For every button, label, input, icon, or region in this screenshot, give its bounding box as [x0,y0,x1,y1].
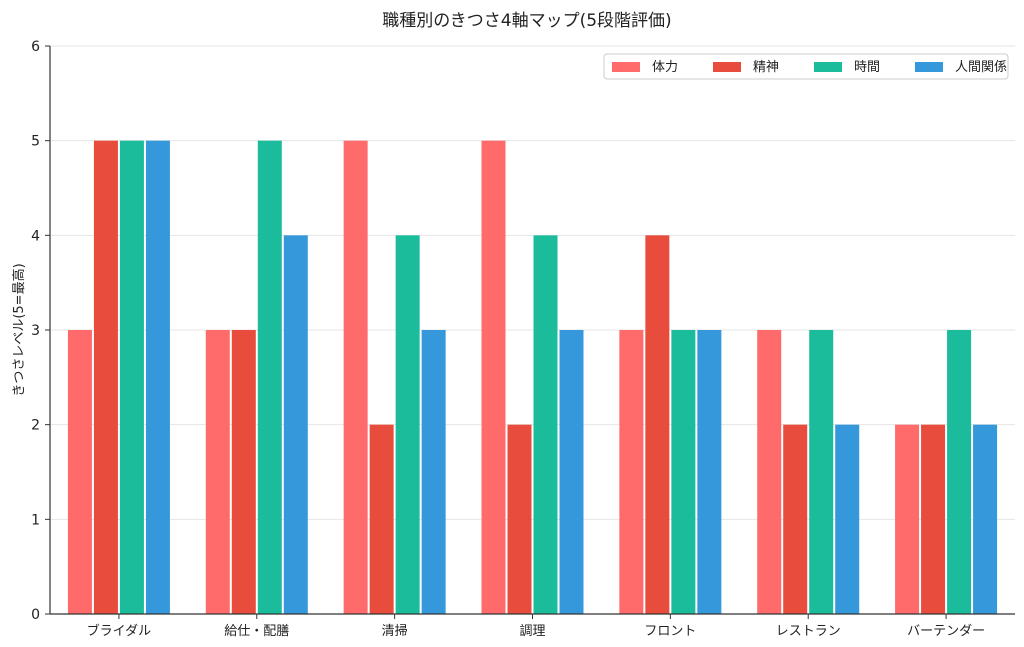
y-tick-label: 6 [31,39,40,55]
legend-label: 人間関係 [955,60,1007,75]
bar [947,330,972,614]
bar [283,235,308,615]
y-tick-label: 2 [31,418,40,434]
bar [757,330,782,614]
bar [895,424,920,614]
bar [533,235,558,615]
bar [257,140,282,614]
bar [973,424,998,614]
bar [559,330,584,614]
bar [145,140,170,614]
y-tick-label: 5 [31,134,40,150]
y-tick-label: 1 [31,512,40,528]
x-tick-label: バーテンダー [907,624,985,639]
x-tick-label: フロント [644,624,696,639]
bar [67,330,92,614]
bar [619,330,644,614]
y-axis-label: きつさレベル(5=最高) [11,263,27,396]
bar [671,330,696,614]
y-tick-label: 0 [31,607,40,623]
legend-label: 精神 [753,60,779,75]
bar [369,424,394,614]
bar [645,235,670,615]
bar [481,140,506,614]
y-tick-label: 3 [31,323,40,339]
bars [67,140,998,615]
bar [921,424,946,614]
bar [507,424,532,614]
legend-swatch [612,62,640,72]
x-tick-label: 調理 [519,624,545,639]
legend-swatch [713,62,741,72]
bar [697,330,722,614]
grid [50,45,1015,520]
bar [835,424,860,614]
legend-swatch [915,62,943,72]
legend-label: 体力 [652,60,678,75]
bar [343,140,368,614]
bar [395,235,420,615]
x-tick-label: レストラン [776,624,841,639]
bar [93,140,118,614]
legend-box [603,53,1009,80]
y-tick-label: 4 [31,228,40,244]
x-tick-label: ブライダル [87,623,151,639]
x-tick-label: 清掃 [382,623,408,639]
bar [119,140,144,614]
bar [205,330,230,614]
bar [421,330,446,614]
axes: 0 1 2 3 4 5 6 ブライダル 給仕・配膳 清掃 調理 フロント レストラン バーテンダー [31,39,1015,639]
legend-swatch [814,62,842,72]
legend-label: 時間 [854,60,880,75]
bar [809,330,834,614]
bar [231,330,256,614]
chart-title: 職種別のきつさ4軸マップ(5段階評価) [382,11,671,31]
bar [783,424,808,614]
legend: 体力 精神 時間 人間関係 [603,53,1009,80]
x-tick-label: 給仕・配膳 [224,623,289,639]
